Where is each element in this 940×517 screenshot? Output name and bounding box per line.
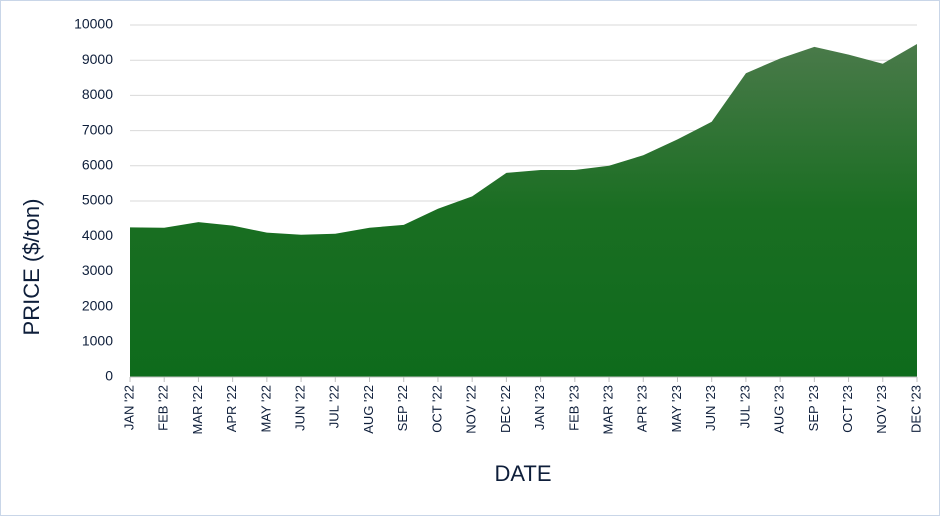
- y-tick-label: 3000: [82, 262, 113, 278]
- y-tick-label: 6000: [82, 157, 113, 173]
- x-tick-label: FEB '22: [156, 385, 171, 431]
- x-tick-label: OCT '22: [429, 385, 444, 433]
- x-tick-label: NOV '22: [464, 385, 479, 434]
- x-tick-labels: JAN '22 FEB '22 MAR '22 APR '22 MAY '22 JUN '…: [121, 385, 923, 434]
- x-tick-label: JAN '23: [532, 385, 547, 430]
- x-tick-label: APR '22: [224, 385, 239, 432]
- x-tick-label: JUN '23: [703, 385, 718, 431]
- x-tick-label: NOV '23: [874, 385, 889, 434]
- x-tick-label: DEC '23: [908, 385, 923, 433]
- x-tick-label: AUG '22: [361, 385, 376, 434]
- x-tick-label: MAY '22: [258, 385, 273, 433]
- area-series: [130, 44, 917, 377]
- x-axis-title: DATE: [494, 461, 551, 486]
- y-tick-label: 9000: [82, 51, 113, 67]
- y-tick-label: 5000: [82, 192, 113, 208]
- x-tick-label: FEB '23: [566, 385, 581, 431]
- y-tick-label: 0: [105, 368, 113, 384]
- x-tick-label: JUN '22: [293, 385, 308, 431]
- x-tick-label: DEC '22: [498, 385, 513, 433]
- x-tick-label: MAR '23: [600, 385, 615, 434]
- y-tick-label: 8000: [82, 86, 113, 102]
- x-tick-label: JUL '23: [737, 385, 752, 428]
- y-tick-label: 10000: [74, 16, 113, 32]
- y-tick-label: 2000: [82, 297, 113, 313]
- x-tick-label: SEP '23: [806, 385, 821, 431]
- x-tick-label: SEP '22: [395, 385, 410, 431]
- x-tick-label: JAN '22: [121, 385, 136, 430]
- x-tick-label: MAY '23: [669, 385, 684, 433]
- y-tick-label: 4000: [82, 227, 113, 243]
- x-tick-label: AUG '23: [772, 385, 787, 434]
- x-tick-label: OCT '23: [840, 385, 855, 433]
- y-tick-label: 1000: [82, 333, 113, 349]
- area-series-path: [130, 44, 917, 377]
- x-tick-label: MAR '22: [190, 385, 205, 434]
- x-tick-label: JUL '22: [327, 385, 342, 428]
- y-tick-labels: 0 1000 2000 3000 4000 5000 6000 7000 8000 9000 100…: [74, 16, 113, 384]
- y-tick-label: 7000: [82, 121, 113, 137]
- axes: [130, 377, 917, 382]
- y-axis-title: PRICE ($/ton): [19, 199, 44, 336]
- x-tick-label: APR '23: [635, 385, 650, 432]
